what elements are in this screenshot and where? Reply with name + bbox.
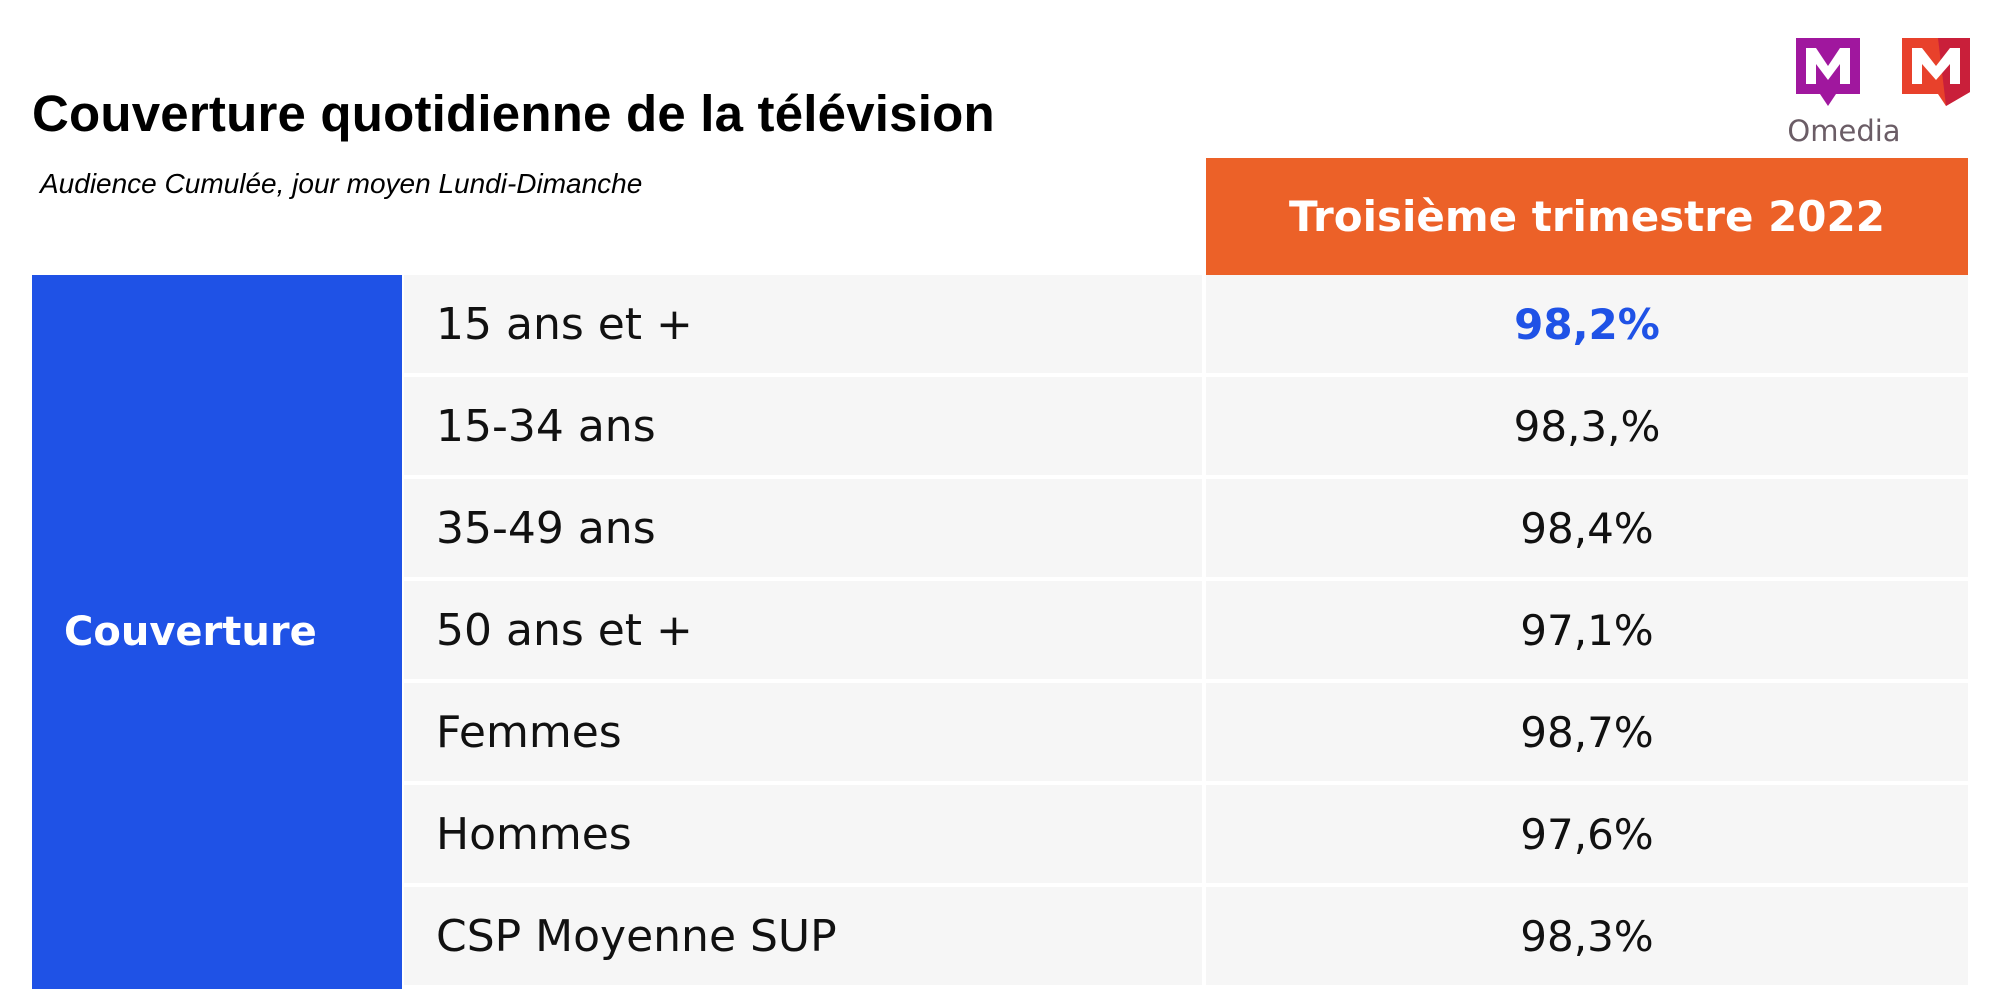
- table-row: 50 ans et + 97,1%: [404, 581, 1968, 679]
- column-header: Troisième trimestre 2022: [1206, 158, 1968, 275]
- page-subtitle: Audience Cumulée, jour moyen Lundi-Diman…: [40, 168, 643, 199]
- row-value: 98,2%: [1206, 275, 1968, 373]
- row-value: 98,4%: [1206, 479, 1968, 577]
- row-value: 97,6%: [1206, 785, 1968, 883]
- row-value: 97,1%: [1206, 581, 1968, 679]
- row-label: 15 ans et +: [404, 275, 1202, 373]
- row-value: 98,3,%: [1206, 377, 1968, 475]
- omedia-logo-icon: [1796, 38, 1860, 106]
- row-label: CSP Moyenne SUP: [404, 887, 1202, 985]
- table-row: 15 ans et + 98,2%: [404, 275, 1968, 373]
- table-row: CSP Moyenne SUP 98,3%: [404, 887, 1968, 985]
- omedia-logo-label: Omedia: [1787, 114, 1901, 148]
- row-label: 35-49 ans: [404, 479, 1202, 577]
- data-table: 15 ans et + 98,2% 15-34 ans 98,3,% 35-49…: [404, 275, 1968, 989]
- row-group-label: Couverture: [32, 275, 402, 989]
- row-label: 50 ans et +: [404, 581, 1202, 679]
- logos: Omedia: [1784, 34, 1974, 152]
- page-title: Couverture quotidienne de la télévision: [32, 85, 995, 142]
- row-value: 98,3%: [1206, 887, 1968, 985]
- row-label: Hommes: [404, 785, 1202, 883]
- m-brand-logo-icon: [1902, 38, 1970, 106]
- row-value: 98,7%: [1206, 683, 1968, 781]
- table-row: Femmes 98,7%: [404, 683, 1968, 781]
- row-label: 15-34 ans: [404, 377, 1202, 475]
- table-row: 35-49 ans 98,4%: [404, 479, 1968, 577]
- table-row: 15-34 ans 98,3,%: [404, 377, 1968, 475]
- table-row: Hommes 97,6%: [404, 785, 1968, 883]
- row-label: Femmes: [404, 683, 1202, 781]
